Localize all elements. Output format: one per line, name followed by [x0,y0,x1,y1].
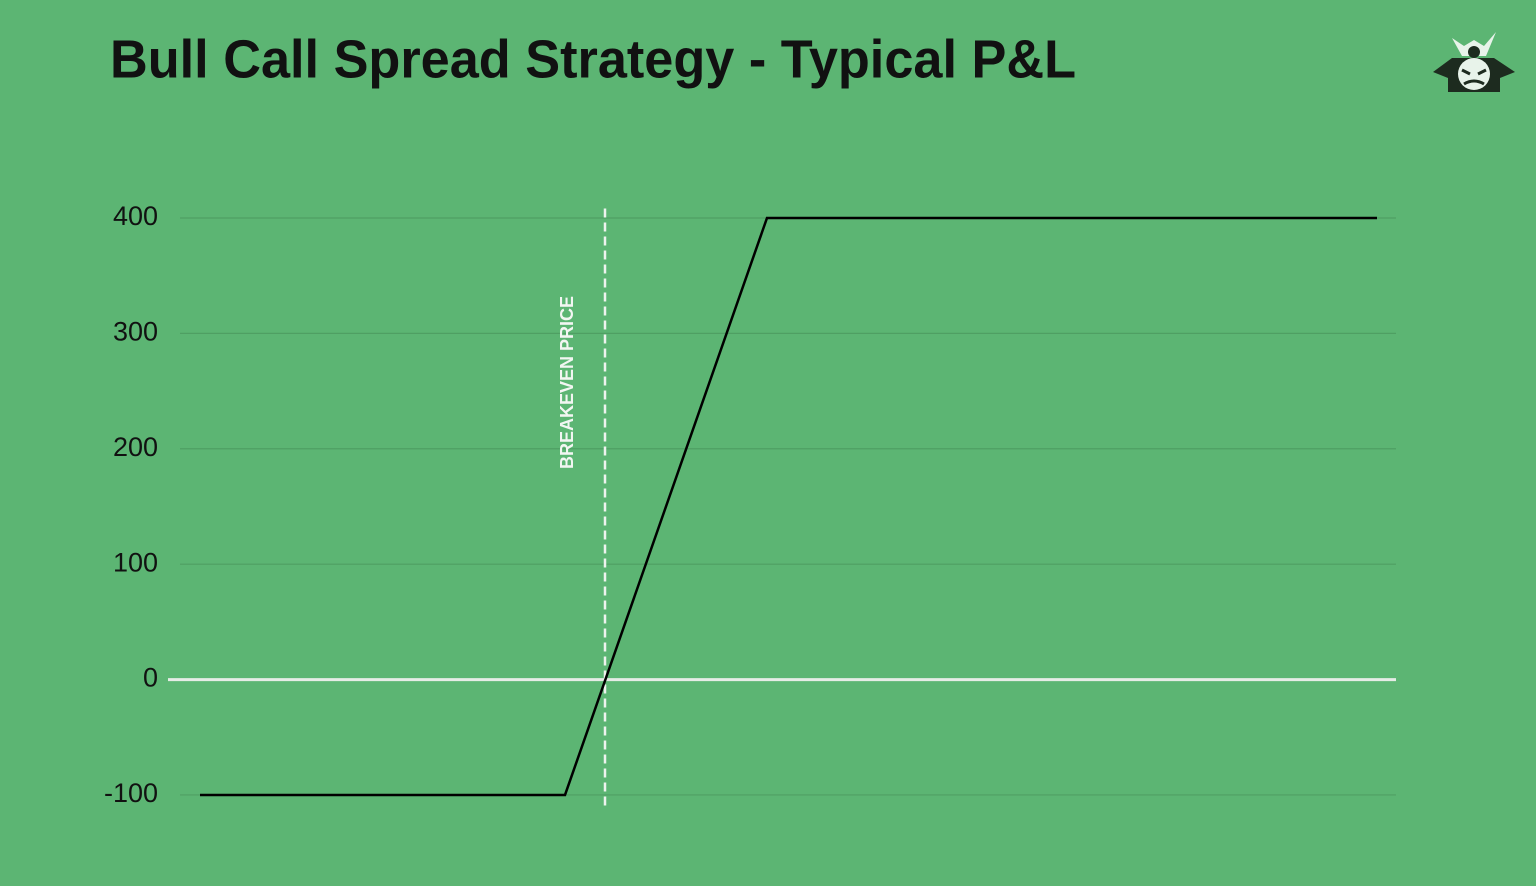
y-tick-label: 300 [113,317,158,347]
y-tick-label: 0 [143,663,158,693]
annotation: BREAKEVEN PRICE [557,296,577,469]
y-tick-label: 100 [113,547,158,577]
y-tick-label: -100 [104,778,158,808]
y-tick-label: 400 [113,201,158,231]
logo [1433,32,1515,92]
y-tick-label: 200 [113,432,158,462]
chart-title: Bull Call Spread Strategy - Typical P&L [110,29,1076,89]
pnl-line [200,216,1377,797]
